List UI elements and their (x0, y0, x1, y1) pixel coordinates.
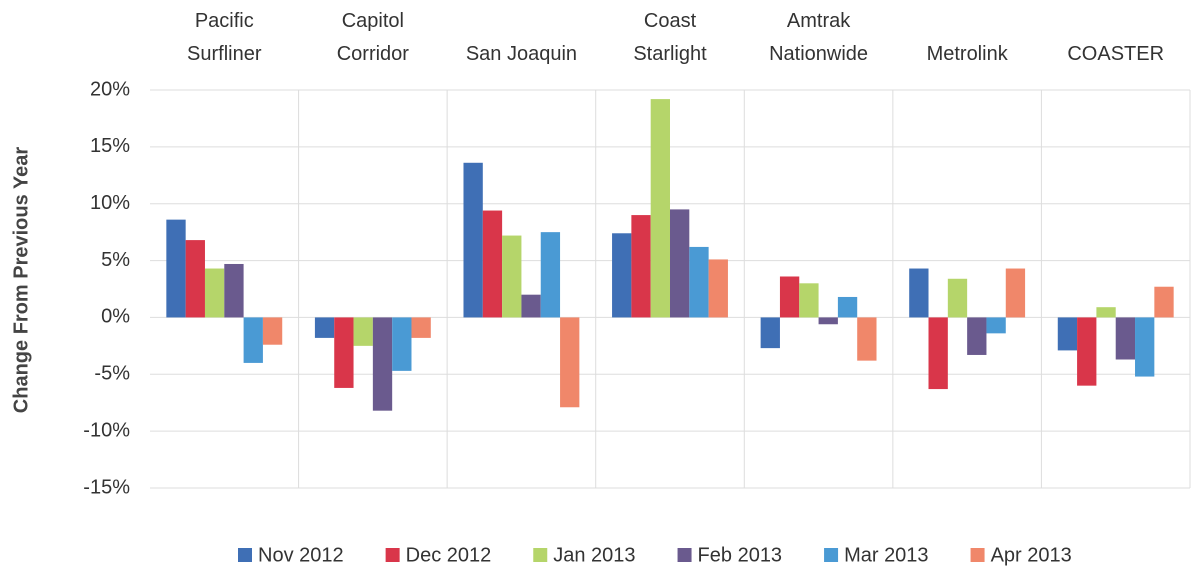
y-axis-label: Change From Previous Year (10, 147, 32, 414)
legend-label: Jan 2013 (553, 544, 635, 566)
bar (185, 240, 205, 318)
bar (928, 317, 948, 390)
legend-swatch (677, 548, 692, 562)
y-tick-label: 20% (90, 78, 130, 100)
category-label: San Joaquin (466, 43, 577, 65)
bar (262, 317, 283, 345)
bar (689, 246, 709, 318)
bar (372, 317, 393, 411)
category-label: COASTER (1067, 43, 1164, 65)
bar (670, 209, 690, 318)
bar (799, 283, 819, 318)
legend-label: Apr 2013 (991, 544, 1072, 566)
legend-label: Nov 2012 (258, 544, 344, 566)
bar (1154, 286, 1174, 318)
bar (1135, 317, 1155, 377)
bar (482, 210, 503, 318)
bar (314, 317, 335, 338)
bar (857, 317, 877, 361)
bar (760, 317, 780, 349)
bar (560, 317, 580, 408)
y-tick-label: 10% (90, 192, 130, 214)
bar (818, 317, 838, 325)
bar (224, 263, 244, 318)
legend-label: Dec 2012 (406, 544, 492, 566)
bar (909, 268, 929, 318)
bar (1057, 317, 1078, 351)
bar (411, 317, 431, 338)
bar (612, 233, 632, 318)
bar (334, 317, 354, 388)
bar (650, 99, 670, 318)
bar (463, 162, 483, 318)
legend-label: Feb 2013 (698, 544, 783, 566)
y-tick-label: 0% (101, 306, 130, 328)
bar (392, 317, 412, 371)
legend-label: Mar 2013 (844, 544, 929, 566)
y-tick-label: 5% (101, 249, 130, 271)
bar (1005, 268, 1026, 318)
bar (1096, 307, 1116, 318)
category-label: Capitol Corridor (337, 10, 410, 65)
bar (204, 268, 225, 318)
bar (353, 317, 373, 346)
category-label: Amtrak Nationwide (769, 10, 868, 65)
bar (243, 317, 263, 363)
legend-swatch (824, 548, 839, 562)
y-tick-label: -10% (83, 419, 130, 441)
bar (708, 259, 728, 318)
bar (947, 278, 968, 318)
y-tick-label: -5% (94, 363, 130, 385)
category-label: Metrolink (927, 43, 1009, 65)
legend-swatch (970, 548, 985, 562)
bar (779, 276, 800, 318)
bar (502, 235, 522, 318)
bar (967, 317, 987, 355)
bar (1115, 317, 1136, 360)
legend-swatch (533, 548, 548, 562)
bar (837, 296, 858, 318)
category-label: Coast Starlight (633, 10, 707, 65)
bar (986, 317, 1006, 334)
bar (631, 215, 651, 318)
legend-swatch (385, 548, 400, 562)
bar (1077, 317, 1097, 386)
bar (521, 294, 541, 318)
legend-swatch (238, 548, 252, 562)
y-tick-label: 15% (90, 135, 130, 157)
category-label: Pacific Surfliner (187, 10, 262, 65)
bar (166, 219, 186, 318)
bar (540, 232, 561, 318)
y-tick-label: -15% (83, 476, 130, 498)
